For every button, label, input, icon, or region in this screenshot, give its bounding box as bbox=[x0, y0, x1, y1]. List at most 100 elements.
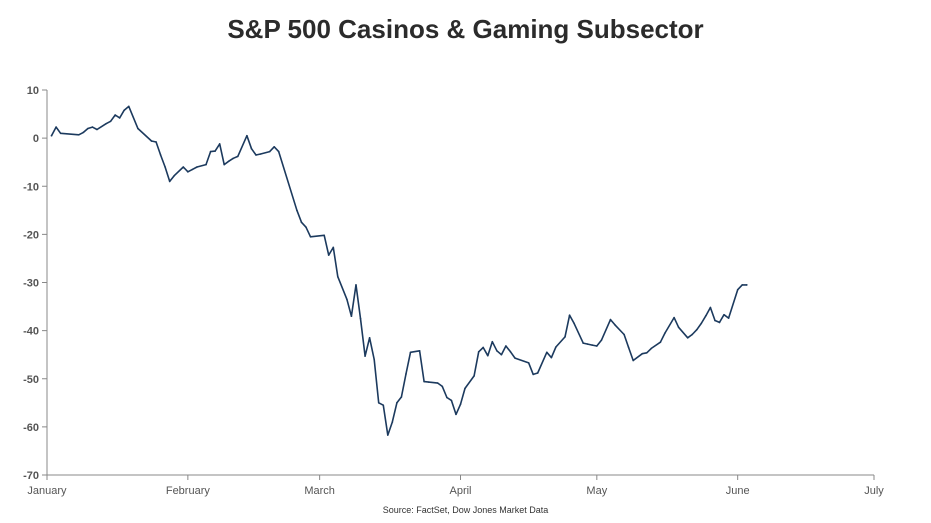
y-axis: 10 0 -10 -20 -30 -40 -50 -60 -70 bbox=[23, 85, 48, 482]
x-tick-label: May bbox=[586, 485, 607, 497]
data-point bbox=[205, 163, 207, 166]
data-point bbox=[650, 347, 653, 350]
data-point bbox=[155, 141, 157, 143]
data-point bbox=[309, 235, 312, 238]
y-tick-label: -40 bbox=[23, 326, 39, 338]
data-point bbox=[323, 234, 325, 237]
data-point bbox=[87, 127, 89, 130]
data-point bbox=[300, 221, 303, 224]
data-point bbox=[373, 358, 375, 361]
data-point bbox=[477, 351, 480, 353]
data-point bbox=[623, 333, 625, 336]
data-point bbox=[564, 336, 566, 338]
data-point bbox=[137, 127, 139, 130]
data-point bbox=[586, 343, 589, 345]
data-point bbox=[509, 351, 512, 353]
data-point bbox=[718, 321, 721, 324]
data-point bbox=[496, 350, 498, 352]
data-point bbox=[250, 147, 253, 150]
data-point bbox=[78, 133, 80, 136]
data-point bbox=[246, 134, 248, 137]
data-point bbox=[305, 226, 307, 228]
x-tick-label: June bbox=[726, 485, 750, 497]
data-point bbox=[396, 402, 398, 404]
data-point bbox=[459, 403, 462, 406]
data-point bbox=[446, 396, 448, 399]
data-point bbox=[232, 157, 235, 160]
data-point bbox=[337, 275, 339, 278]
data-point bbox=[50, 134, 53, 137]
data-point bbox=[214, 150, 216, 152]
data-point bbox=[546, 351, 548, 354]
data-point bbox=[350, 315, 353, 317]
data-point bbox=[473, 375, 475, 377]
data-point bbox=[436, 382, 439, 384]
data-point bbox=[673, 316, 675, 319]
data-point bbox=[641, 352, 644, 355]
y-tick-label: -10 bbox=[23, 181, 39, 193]
data-point bbox=[691, 333, 694, 336]
data-point bbox=[368, 337, 371, 339]
data-point bbox=[427, 381, 430, 383]
data-point bbox=[632, 359, 634, 362]
data-point bbox=[614, 324, 616, 326]
data-point bbox=[82, 131, 85, 134]
data-point bbox=[714, 319, 716, 322]
y-tick-label: -70 bbox=[23, 470, 39, 482]
data-point bbox=[296, 209, 298, 212]
chart-title: S&P 500 Casinos & Gaming Subsector bbox=[227, 14, 704, 44]
x-tick-label: July bbox=[864, 485, 884, 497]
data-point bbox=[405, 373, 407, 375]
data-point bbox=[237, 155, 239, 158]
data-point bbox=[209, 150, 212, 153]
y-tick-label: -50 bbox=[23, 374, 39, 386]
x-tick-label: January bbox=[27, 485, 67, 497]
data-point bbox=[59, 132, 62, 135]
chart-source-note: Source: FactSet, Dow Jones Market Data bbox=[382, 505, 549, 515]
data-point bbox=[550, 356, 553, 359]
data-point bbox=[164, 166, 166, 168]
data-point bbox=[686, 337, 689, 339]
data-point bbox=[418, 350, 421, 352]
data-point bbox=[514, 357, 516, 359]
data-point bbox=[723, 313, 725, 316]
data-point bbox=[659, 341, 662, 343]
data-point bbox=[491, 340, 494, 343]
data-point bbox=[364, 355, 366, 357]
data-point bbox=[505, 345, 507, 347]
data-point bbox=[223, 163, 226, 166]
data-point bbox=[727, 317, 730, 319]
data-point bbox=[114, 114, 116, 116]
data-point bbox=[391, 421, 394, 423]
data-point bbox=[536, 372, 539, 374]
data-point bbox=[441, 385, 444, 388]
y-tick-label: -20 bbox=[23, 229, 39, 241]
data-point bbox=[118, 117, 121, 119]
data-point bbox=[227, 160, 230, 163]
x-tick-label: March bbox=[304, 485, 335, 497]
data-point bbox=[591, 344, 594, 346]
y-tick-label: -60 bbox=[23, 422, 39, 434]
data-point bbox=[191, 168, 194, 171]
data-point bbox=[123, 109, 126, 112]
y-tick-label: -30 bbox=[23, 278, 39, 290]
data-point bbox=[482, 346, 485, 349]
data-point bbox=[159, 154, 162, 156]
data-point bbox=[332, 246, 335, 249]
data-point bbox=[741, 284, 744, 286]
data-point bbox=[91, 126, 94, 128]
data-point bbox=[355, 284, 357, 286]
data-point bbox=[695, 328, 698, 331]
data-point bbox=[709, 306, 712, 309]
data-point bbox=[582, 342, 584, 344]
data-point bbox=[359, 317, 362, 320]
data-point bbox=[705, 314, 707, 317]
data-point bbox=[196, 166, 198, 168]
data-point bbox=[450, 399, 453, 402]
data-point bbox=[173, 174, 176, 177]
y-tick-label: 10 bbox=[27, 85, 39, 97]
data-point bbox=[259, 153, 262, 155]
data-point bbox=[527, 362, 530, 364]
x-tick-label: April bbox=[449, 485, 471, 497]
